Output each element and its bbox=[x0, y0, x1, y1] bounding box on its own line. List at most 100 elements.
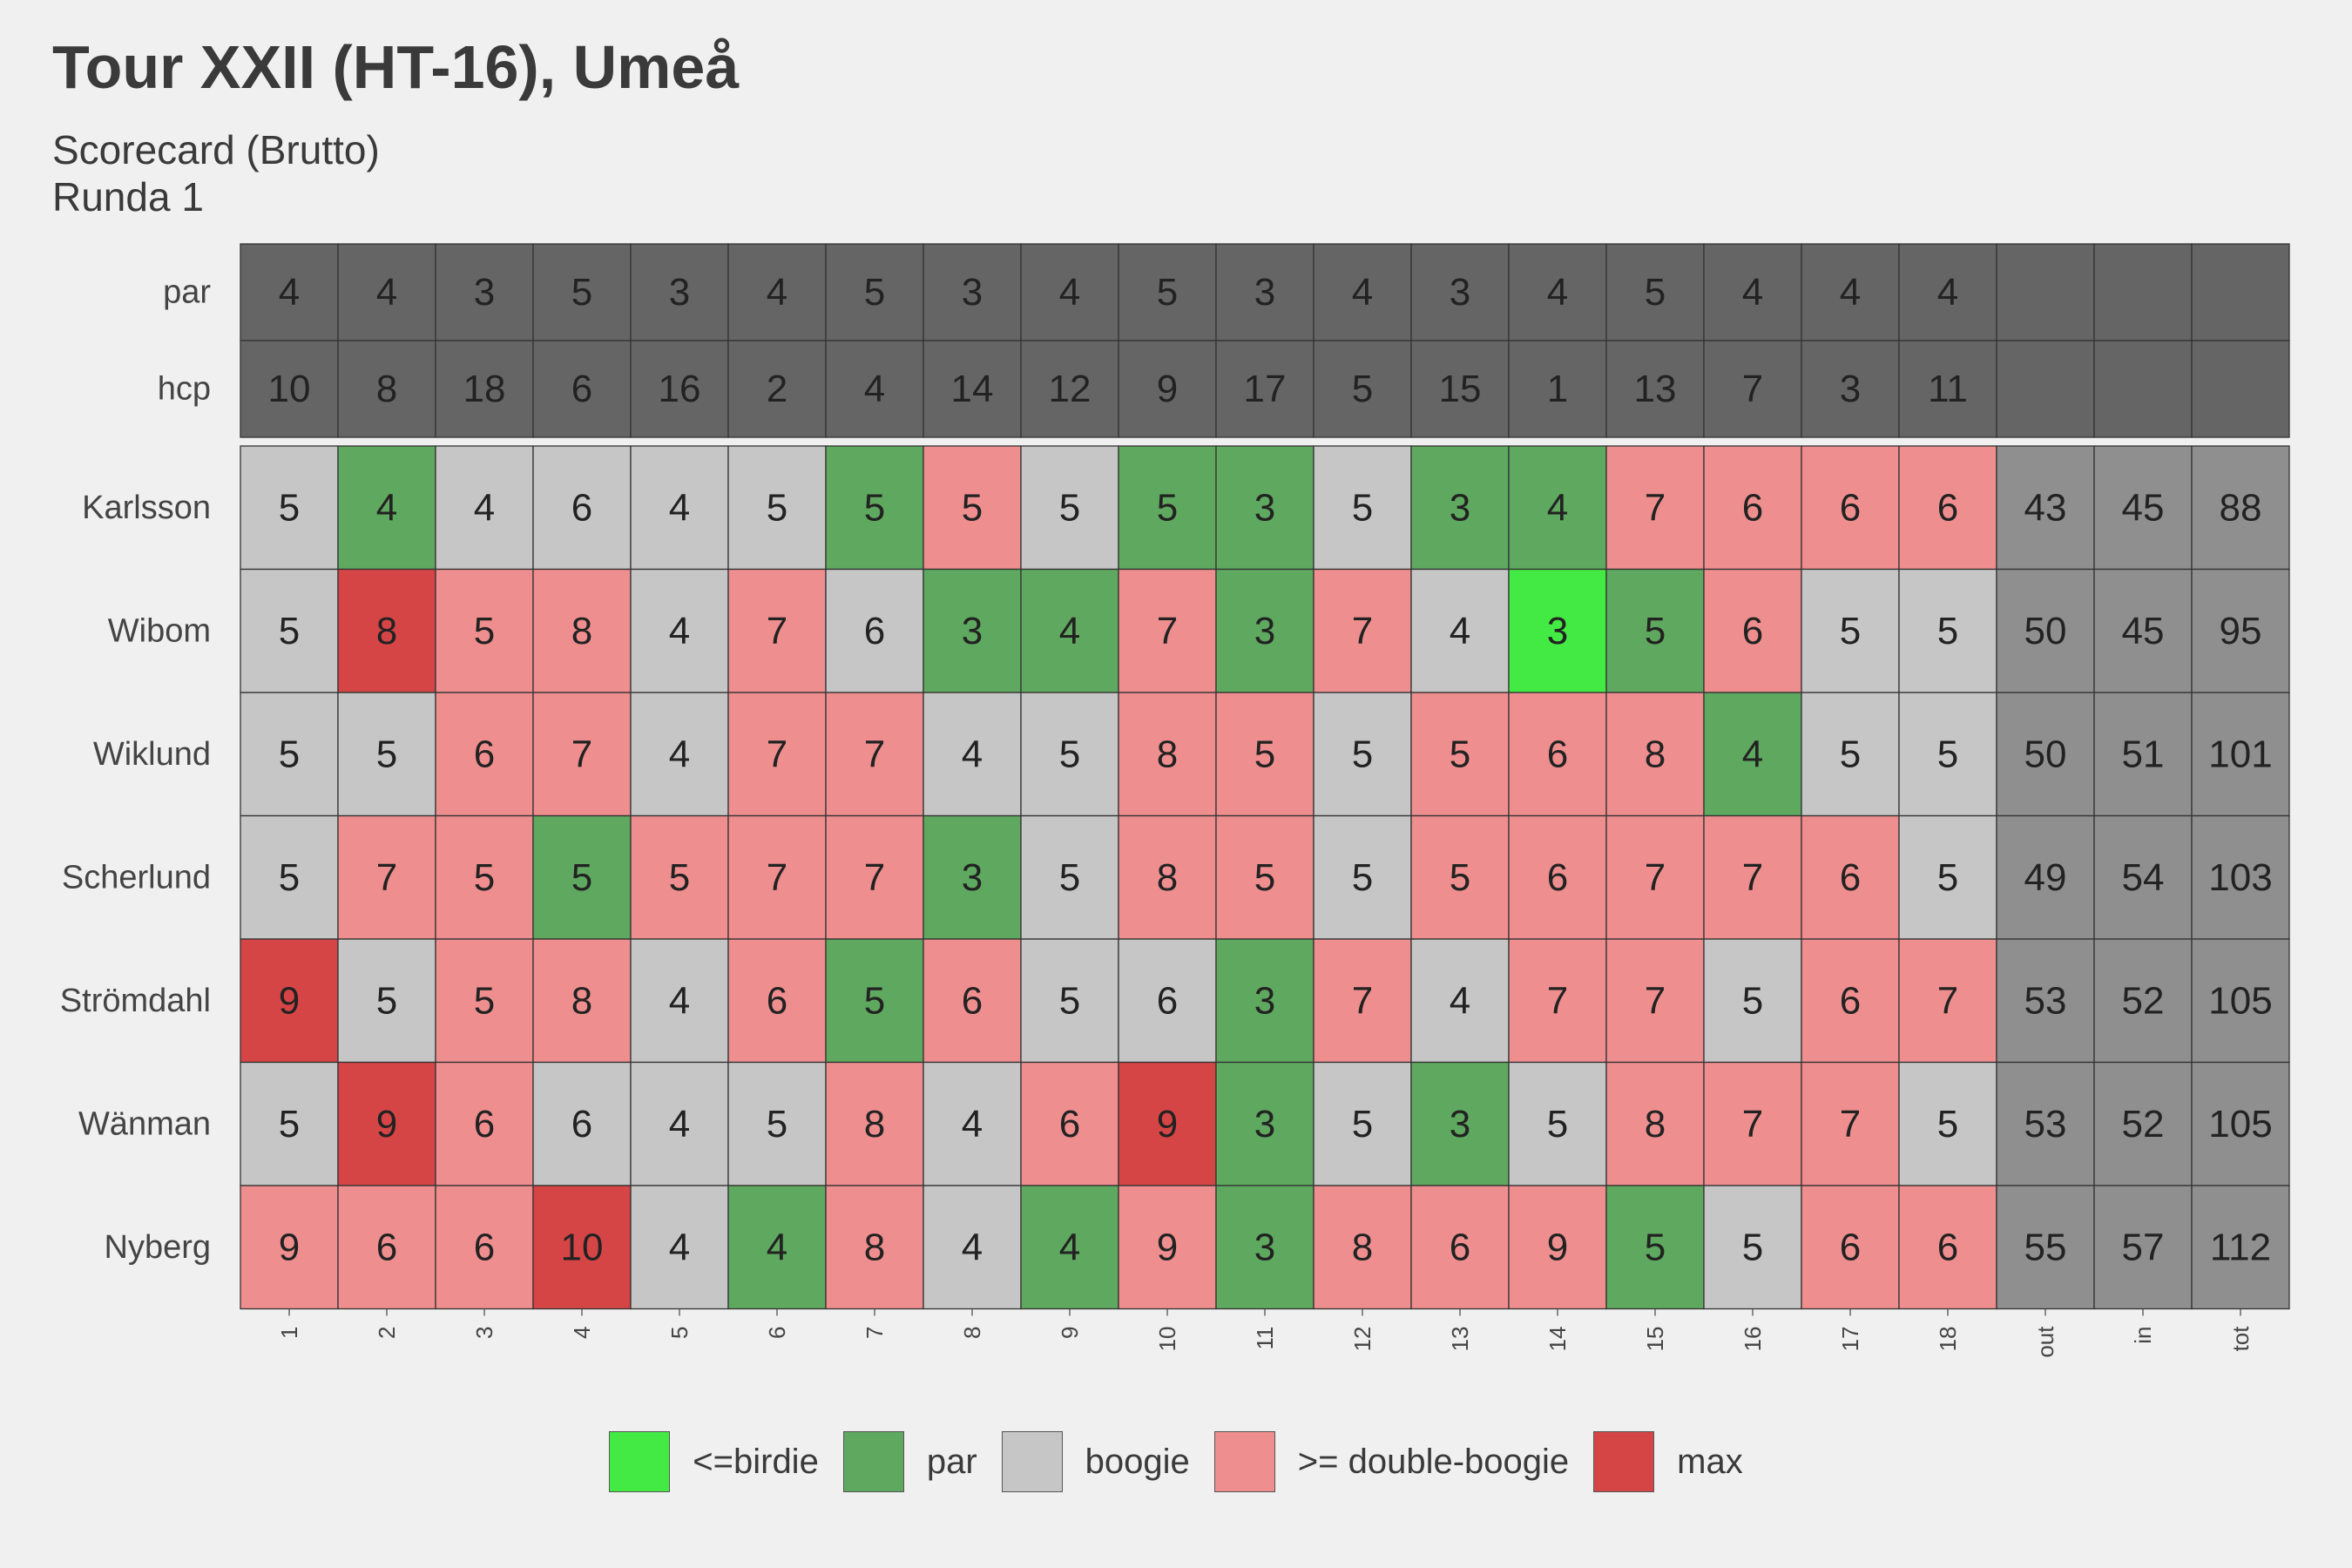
score-cell bbox=[1118, 1185, 1217, 1310]
score-cell bbox=[1313, 938, 1412, 1064]
info-value-par: 4 bbox=[1547, 271, 1568, 314]
summary-cell-out bbox=[1996, 1185, 2095, 1310]
score-cell bbox=[825, 1185, 924, 1310]
score-cell bbox=[1801, 814, 1900, 940]
score-value: 9 bbox=[279, 1226, 300, 1268]
score-value: 4 bbox=[1742, 733, 1763, 775]
score-value: 5 bbox=[474, 856, 495, 899]
info-value-par: 4 bbox=[767, 271, 787, 314]
score-value: 8 bbox=[571, 610, 592, 652]
score-value: 7 bbox=[767, 733, 787, 775]
summary-cell-in bbox=[2093, 1061, 2193, 1186]
score-value: 4 bbox=[669, 979, 690, 1022]
score-cell bbox=[337, 938, 436, 1064]
score-value: 8 bbox=[1157, 856, 1178, 899]
score-cell bbox=[1215, 445, 1315, 571]
summary-cell-in bbox=[2093, 1185, 2193, 1310]
score-cell bbox=[923, 692, 1022, 817]
info-cell-hcp bbox=[532, 340, 632, 438]
score-cell bbox=[1508, 1061, 1607, 1186]
info-value-par: 4 bbox=[376, 271, 397, 314]
info-value-par: 5 bbox=[1157, 271, 1178, 314]
summary-value-out: 53 bbox=[2024, 1103, 2067, 1146]
summary-value-out: 43 bbox=[2024, 486, 2067, 529]
score-value: 5 bbox=[1937, 856, 1958, 899]
chart-title: Tour XXII (HT-16), Umeå bbox=[52, 33, 740, 101]
score-value: 5 bbox=[1254, 856, 1275, 899]
score-cell bbox=[435, 692, 534, 817]
summary-cell-tot bbox=[2191, 1185, 2290, 1310]
score-value: 7 bbox=[1645, 979, 1666, 1022]
score-value: 6 bbox=[1059, 1103, 1080, 1146]
x-tick-label: 9 bbox=[1057, 1327, 1083, 1339]
info-value-par: 5 bbox=[864, 271, 885, 314]
score-value: 5 bbox=[1742, 1226, 1763, 1268]
summary-value-tot: 101 bbox=[2208, 733, 2272, 775]
legend-item: par bbox=[842, 1431, 977, 1492]
summary-cell-in bbox=[2093, 445, 2193, 571]
score-cell bbox=[727, 1185, 827, 1310]
info-value-par: 3 bbox=[669, 271, 690, 314]
score-cell bbox=[1118, 1061, 1217, 1186]
score-cell bbox=[1215, 938, 1315, 1064]
score-cell bbox=[1703, 692, 1802, 817]
score-value: 3 bbox=[1254, 486, 1275, 529]
summary-value-out: 50 bbox=[2024, 610, 2067, 652]
score-cell bbox=[825, 814, 924, 940]
info-value-hcp: 9 bbox=[1157, 368, 1178, 410]
info-cell-hcp bbox=[1605, 340, 1705, 438]
score-cell bbox=[1508, 1185, 1607, 1310]
score-value: 5 bbox=[1840, 733, 1861, 775]
info-cell-hcp bbox=[240, 340, 339, 438]
summary-value-in: 57 bbox=[2122, 1226, 2165, 1268]
score-value: 6 bbox=[1742, 486, 1763, 529]
info-value-par: 4 bbox=[1352, 271, 1373, 314]
score-value: 5 bbox=[1157, 486, 1178, 529]
score-cell bbox=[825, 692, 924, 817]
score-value: 5 bbox=[279, 1103, 300, 1146]
x-tick-label: 11 bbox=[1252, 1327, 1278, 1350]
info-value-par: 3 bbox=[1450, 271, 1470, 314]
info-value-hcp: 11 bbox=[1928, 368, 1968, 410]
x-tick-label: 3 bbox=[471, 1327, 497, 1339]
score-cell bbox=[337, 1061, 436, 1186]
score-value: 6 bbox=[1450, 1226, 1470, 1268]
info-cell-par bbox=[2191, 243, 2290, 341]
score-value: 6 bbox=[767, 979, 787, 1022]
score-value: 7 bbox=[1352, 979, 1373, 1022]
score-cell bbox=[727, 445, 827, 571]
score-cell bbox=[1801, 568, 1900, 693]
score-cell bbox=[1020, 445, 1119, 571]
score-cell bbox=[1801, 1061, 1900, 1186]
score-value: 9 bbox=[1157, 1226, 1178, 1268]
info-cell-par bbox=[2093, 243, 2193, 341]
score-value: 5 bbox=[864, 486, 885, 529]
x-tick-label: tot bbox=[2227, 1326, 2254, 1352]
score-value: 6 bbox=[1547, 733, 1568, 775]
score-value: 5 bbox=[571, 856, 592, 899]
score-value: 5 bbox=[1450, 733, 1470, 775]
info-value-par: 4 bbox=[1742, 271, 1763, 314]
score-value: 5 bbox=[1547, 1103, 1568, 1146]
score-value: 6 bbox=[1840, 486, 1861, 529]
score-value: 4 bbox=[669, 1226, 690, 1268]
info-value-hcp: 5 bbox=[1352, 368, 1373, 410]
info-cell-hcp bbox=[923, 340, 1022, 438]
score-cell bbox=[1508, 692, 1607, 817]
score-cell bbox=[1313, 1061, 1412, 1186]
row-label-par: par bbox=[163, 274, 211, 311]
player-label: Karlsson bbox=[82, 490, 211, 526]
score-value: 4 bbox=[474, 486, 495, 529]
score-value: 8 bbox=[376, 610, 397, 652]
score-value: 7 bbox=[1352, 610, 1373, 652]
score-value: 7 bbox=[1937, 979, 1958, 1022]
summary-value-out: 49 bbox=[2024, 856, 2067, 899]
score-value: 7 bbox=[1742, 1103, 1763, 1146]
score-value: 5 bbox=[962, 486, 983, 529]
summary-cell-out bbox=[1996, 445, 2095, 571]
score-value: 7 bbox=[767, 610, 787, 652]
legend-item: boogie bbox=[1001, 1431, 1190, 1492]
score-cell bbox=[435, 1185, 534, 1310]
info-value-hcp: 8 bbox=[376, 368, 397, 410]
score-cell bbox=[337, 568, 436, 693]
